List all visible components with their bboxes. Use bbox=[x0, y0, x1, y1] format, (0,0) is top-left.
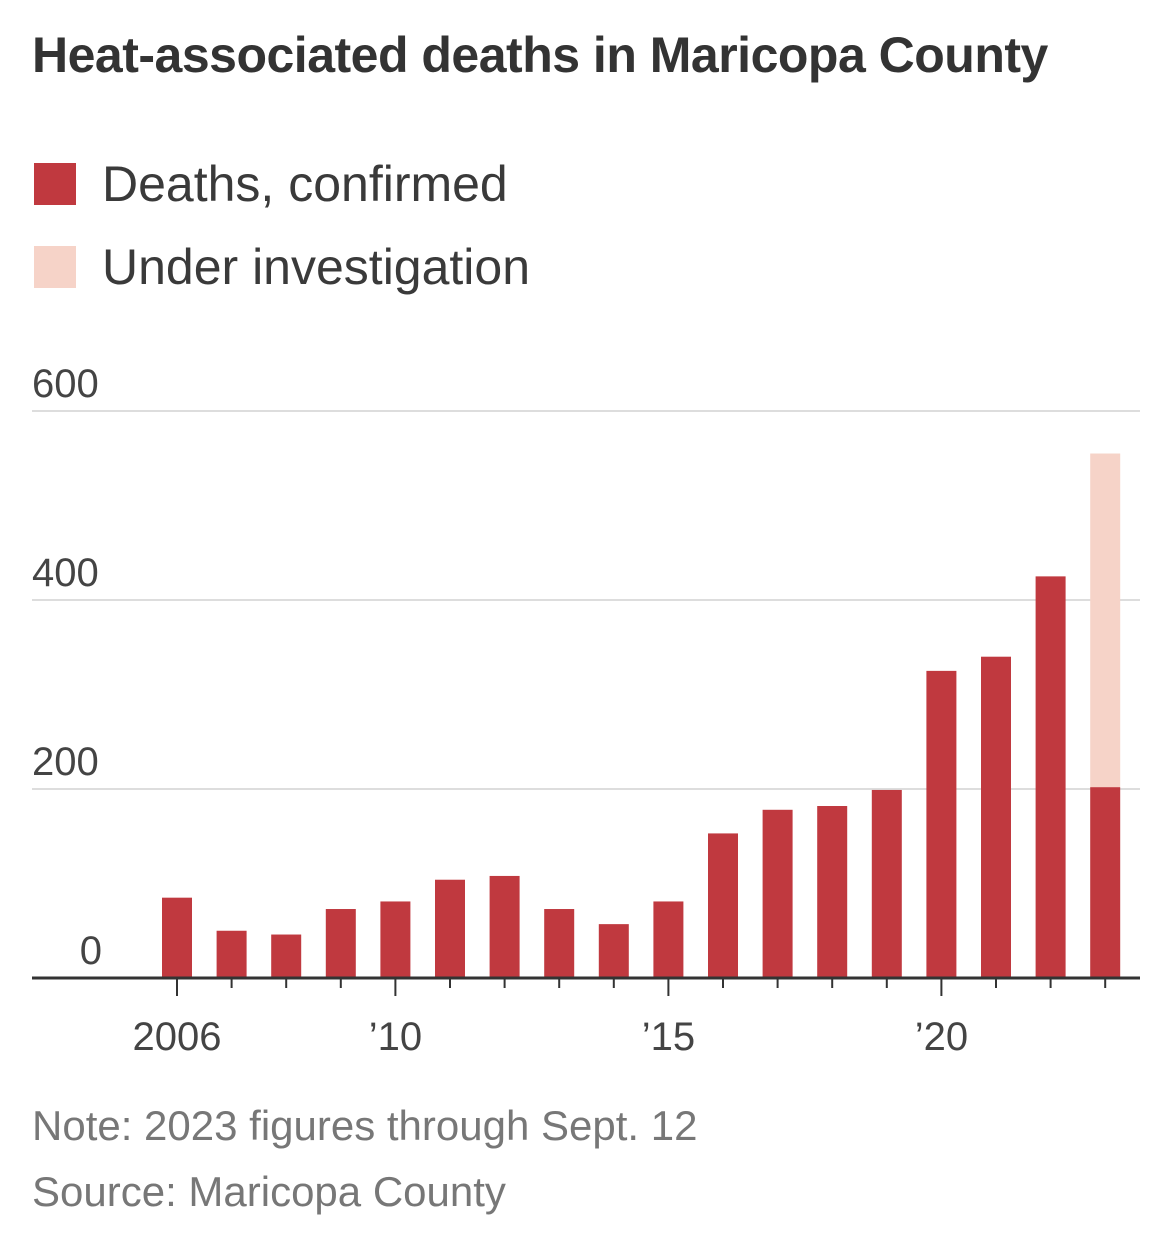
legend-label-confirmed: Deaths, confirmed bbox=[102, 156, 508, 212]
x-tick-label-2010: ’10 bbox=[369, 1015, 422, 1059]
bar-confirmed-2012 bbox=[489, 875, 520, 978]
x-tick-label-2020: ’20 bbox=[915, 1015, 968, 1059]
bar-confirmed-2008 bbox=[271, 934, 302, 978]
bar-confirmed-2019 bbox=[871, 789, 902, 978]
bar-confirmed-2017 bbox=[762, 809, 793, 978]
x-tick-label-2006: 2006 bbox=[133, 1015, 222, 1059]
y-tick-label-400: 400 bbox=[32, 551, 99, 595]
bar-confirmed-2009 bbox=[325, 909, 356, 978]
bar-confirmed-2011 bbox=[435, 879, 465, 978]
bar-confirmed-2018 bbox=[817, 806, 848, 978]
bar-confirmed-2010 bbox=[380, 901, 411, 978]
bar-confirmed-2022 bbox=[1035, 576, 1066, 978]
bar-confirmed-2006 bbox=[162, 897, 192, 978]
bar-confirmed-2021 bbox=[981, 656, 1011, 978]
chart-source: Source: Maricopa County bbox=[32, 1168, 506, 1215]
bar-confirmed-2014 bbox=[598, 924, 629, 978]
y-tick-label-600: 600 bbox=[32, 362, 99, 406]
y-tick-label-0: 0 bbox=[80, 929, 102, 973]
legend-item-confirmed: Deaths, confirmed bbox=[34, 155, 508, 213]
bar-confirmed-2023 bbox=[1090, 787, 1121, 978]
bar-confirmed-2013 bbox=[544, 909, 575, 978]
y-tick-label-200: 200 bbox=[32, 740, 99, 784]
bar-confirmed-2015 bbox=[653, 901, 684, 978]
bar-confirmed-2020 bbox=[926, 670, 957, 978]
legend-label-investigation: Under investigation bbox=[102, 239, 531, 295]
bar-confirmed-2016 bbox=[708, 833, 738, 978]
chart-note: Note: 2023 figures through Sept. 12 bbox=[32, 1102, 698, 1149]
legend-item-investigation: Under investigation bbox=[34, 238, 530, 296]
x-tick-label-2015: ’15 bbox=[642, 1015, 695, 1059]
bar-confirmed-2007 bbox=[216, 930, 247, 978]
legend-swatch-confirmed bbox=[34, 163, 76, 205]
chart-title: Heat-associated deaths in Maricopa Count… bbox=[32, 27, 1048, 83]
legend-swatch-investigation bbox=[34, 246, 76, 288]
bar-investigation-2023 bbox=[1090, 453, 1121, 788]
